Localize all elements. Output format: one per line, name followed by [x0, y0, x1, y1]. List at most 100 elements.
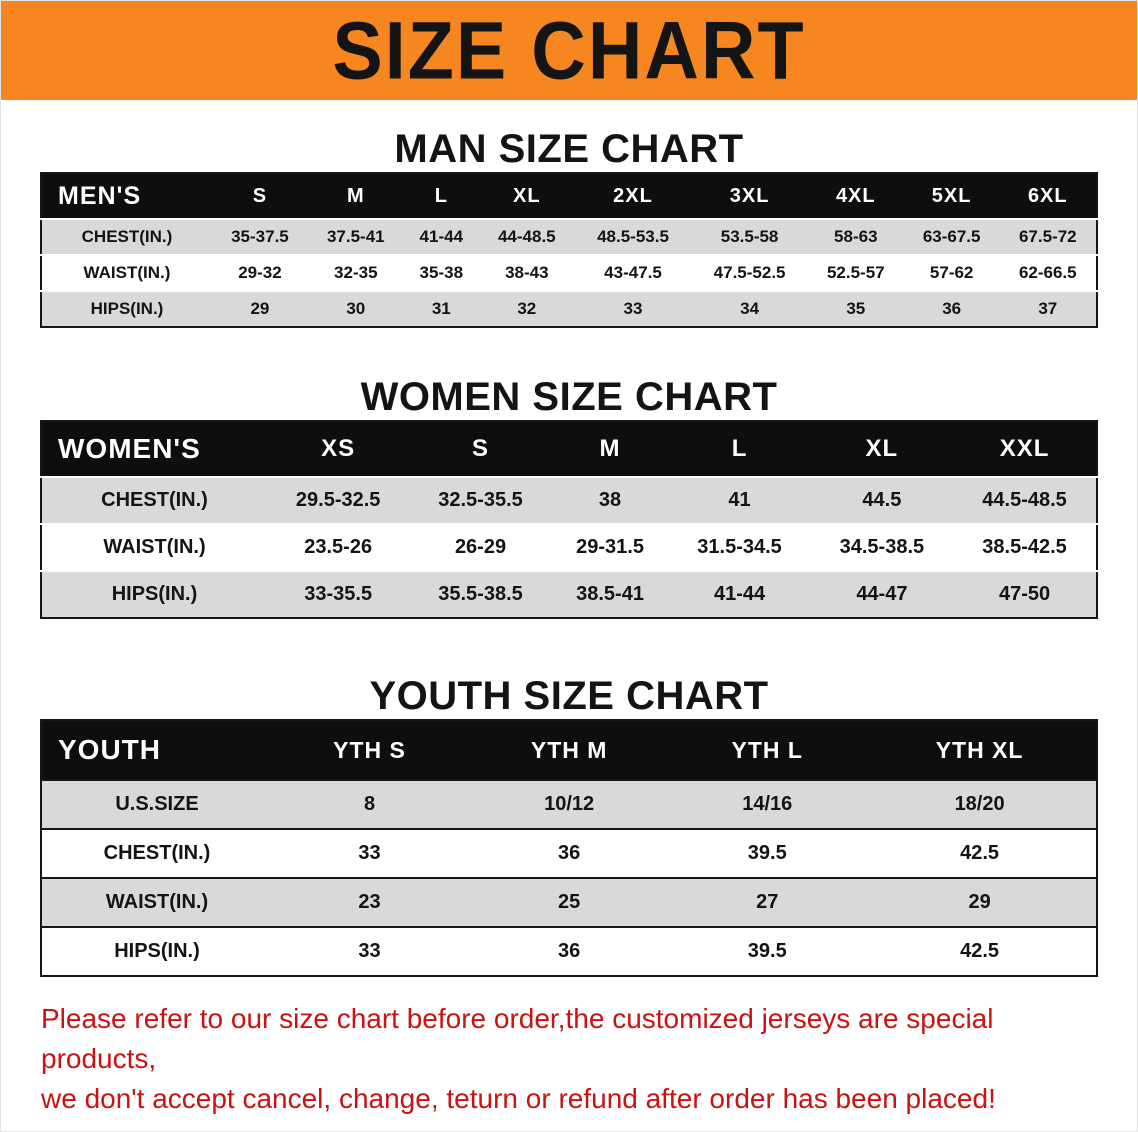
size-value: 34 — [740, 299, 760, 318]
size-value: 37.5-41 — [326, 227, 385, 246]
size-value: 35-38 — [419, 263, 464, 282]
size-column-header: S — [409, 421, 552, 477]
page-title: SIZE CHART — [332, 4, 806, 96]
row-label: WAIST(IN.) — [103, 536, 206, 558]
row-label: HIPS(IN.) — [114, 940, 200, 962]
size-value: 32 — [517, 299, 537, 318]
row-label: HIPS(IN.) — [111, 583, 198, 605]
size-value: 47.5-52.5 — [713, 263, 786, 282]
size-value: 58-63 — [834, 227, 878, 246]
size-value: 38-43 — [505, 263, 549, 282]
size-value: 38 — [598, 489, 622, 511]
size-value: 35-37.5 — [231, 227, 289, 246]
women-size-table: WOMEN'S XS S M L XL XXL CHEST(IN.) 29.5-32.5 32.5… — [40, 420, 1098, 619]
row-label: WAIST(IN.) — [105, 891, 209, 913]
size-value: 10/12 — [544, 793, 595, 815]
size-value: 29 — [968, 891, 991, 913]
table-title-cell: WOMEN'S — [41, 421, 267, 477]
size-value: 31.5-34.5 — [697, 536, 782, 558]
table-row: CHEST(IN.) 35-37.5 37.5-41 41-44 44-48.5 48.5… — [41, 219, 1097, 255]
size-value: 62-66.5 — [1018, 263, 1077, 282]
header-row: YOUTH YTH S YTH M YTH L YTH XL — [41, 720, 1097, 780]
table-row: CHEST(IN.) 33 36 39.5 42.5 — [41, 829, 1097, 878]
size-value: 29-32 — [238, 263, 282, 282]
size-value: 39.5 — [747, 940, 787, 962]
size-value: 41-44 — [713, 583, 766, 605]
size-value: 42.5 — [960, 940, 1000, 962]
row-label: CHEST(IN.) — [81, 227, 173, 246]
men-size-chart-heading: MAN SIZE CHART — [394, 127, 744, 171]
size-value: 34.5-38.5 — [839, 536, 925, 558]
size-value: 23.5-26 — [304, 536, 373, 558]
size-value: 36 — [942, 299, 962, 318]
disclaimer-text: Please refer to our size chart before or… — [41, 999, 1093, 1119]
size-value: 47-50 — [998, 583, 1051, 605]
size-column-header: 6XL — [999, 173, 1097, 219]
size-value: 42.5 — [960, 842, 1000, 864]
size-value: 27 — [756, 891, 779, 913]
size-value: 53.5-58 — [720, 227, 779, 246]
size-value: 48.5-53.5 — [597, 227, 669, 246]
size-value: 36 — [558, 940, 581, 962]
table-row: WAIST(IN.) 29-32 32-35 35-38 38-43 43-47.5 47.… — [41, 255, 1097, 291]
size-value: 32.5-35.5 — [438, 489, 523, 511]
size-column-header: XS — [267, 421, 410, 477]
size-column-header: YTH S — [272, 720, 468, 780]
size-value: 41-44 — [419, 227, 464, 246]
size-value: 38.5-42.5 — [982, 536, 1067, 558]
youth-size-chart-heading: YOUTH SIZE CHART — [369, 674, 769, 718]
size-column-header: XXL — [953, 421, 1097, 477]
size-value: 63-67.5 — [922, 227, 981, 246]
size-column-header: 5XL — [903, 173, 1000, 219]
size-column-header: 2XL — [574, 173, 692, 219]
men-size-table: MEN'S S M L XL 2XL 3XL 4XL 5XL 6XL CHEST(IN.) 35-37… — [40, 172, 1098, 328]
row-label: WAIST(IN.) — [83, 263, 171, 282]
size-value: 33 — [358, 842, 381, 864]
size-value: 8 — [363, 793, 376, 815]
size-value: 33 — [358, 940, 381, 962]
size-value: 25 — [558, 891, 581, 913]
size-column-header: S — [212, 173, 308, 219]
size-column-header: M — [307, 173, 404, 219]
size-value: 39.5 — [747, 842, 787, 864]
size-column-header: YTH M — [467, 720, 672, 780]
youth-size-table: YOUTH YTH S YTH M YTH L YTH XL U.S.SIZE 8 10/12… — [40, 719, 1098, 977]
women-size-chart-heading: WOMEN SIZE CHART — [360, 375, 778, 419]
size-value: 44.5-48.5 — [982, 489, 1067, 511]
size-value: 67.5-72 — [1018, 227, 1077, 246]
size-value: 36 — [558, 842, 581, 864]
header-row: MEN'S S M L XL 2XL 3XL 4XL 5XL 6XL — [41, 173, 1097, 219]
size-value: 44-47 — [856, 583, 908, 605]
size-column-header: YTH L — [671, 720, 864, 780]
size-value: 41 — [728, 489, 751, 511]
size-value: 37 — [1038, 299, 1058, 318]
size-value: 33 — [623, 299, 643, 318]
table-row: HIPS(IN.) 33 36 39.5 42.5 — [41, 927, 1097, 976]
size-value: 18/20 — [954, 793, 1005, 815]
row-label: HIPS(IN.) — [90, 299, 164, 318]
table-row: HIPS(IN.) 33-35.5 35.5-38.5 38.5-41 41-44 44-… — [41, 571, 1097, 618]
size-column-header: YTH XL — [863, 720, 1097, 780]
size-column-header: L — [403, 173, 479, 219]
size-value: 44.5 — [862, 489, 902, 511]
size-value: 30 — [346, 299, 366, 318]
row-label: CHEST(IN.) — [103, 842, 211, 864]
size-value: 32-35 — [334, 263, 378, 282]
size-value: 26-29 — [454, 536, 507, 558]
table-row: HIPS(IN.) 29 30 31 32 33 34 35 36 37 — [41, 291, 1097, 327]
size-value: 44-48.5 — [497, 227, 556, 246]
size-value: 35.5-38.5 — [438, 583, 523, 605]
size-value: 38.5-41 — [576, 583, 644, 605]
size-column-header: M — [551, 421, 669, 477]
size-value: 57-62 — [929, 263, 974, 282]
row-label: U.S.SIZE — [115, 793, 199, 815]
table-title-cell: YOUTH — [41, 720, 272, 780]
size-column-header: XL — [810, 421, 954, 477]
disclaimer-line-2: we don't accept cancel, change, teturn o… — [41, 1083, 996, 1115]
row-label: CHEST(IN.) — [101, 489, 208, 511]
table-row: WAIST(IN.) 23.5-26 26-29 29-31.5 31.5-34.5 34… — [41, 524, 1097, 571]
size-value: 29 — [250, 299, 270, 318]
size-column-header: L — [668, 421, 811, 477]
table-row: WAIST(IN.) 23 25 27 29 — [41, 878, 1097, 927]
size-value: 29-31.5 — [576, 536, 644, 558]
